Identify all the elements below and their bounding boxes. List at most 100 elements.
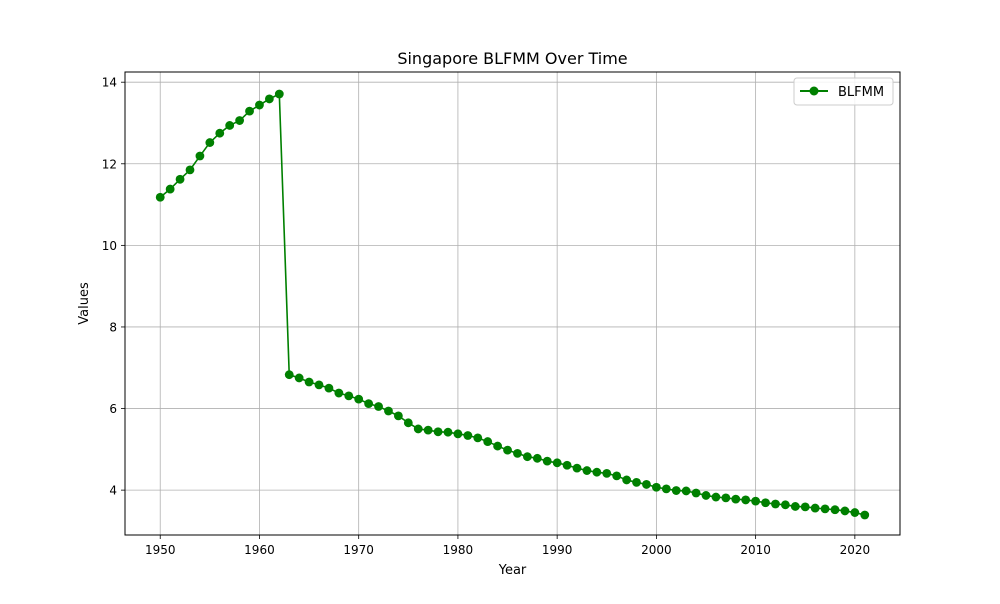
x-tick-label: 1950 <box>145 543 176 557</box>
data-point <box>860 510 870 520</box>
x-tick-label: 2020 <box>840 543 871 557</box>
data-point <box>274 89 284 99</box>
y-tick-label: 8 <box>109 320 117 334</box>
data-point <box>741 495 751 505</box>
data-point <box>671 486 681 495</box>
legend-marker-sample <box>809 86 819 96</box>
data-point <box>334 388 344 398</box>
data-point <box>483 437 493 446</box>
data-point <box>284 370 294 380</box>
data-point <box>721 493 731 503</box>
data-point <box>612 471 622 481</box>
data-point <box>255 100 264 110</box>
x-tick-label: 1970 <box>343 543 374 557</box>
y-tick-label: 12 <box>102 157 117 171</box>
y-axis-label: Values <box>77 282 92 325</box>
data-point <box>542 456 552 466</box>
series-layer <box>155 89 870 520</box>
data-point <box>701 491 711 500</box>
data-point <box>651 482 661 492</box>
data-point <box>562 460 572 470</box>
data-point <box>731 494 741 504</box>
data-point <box>622 475 632 485</box>
data-point <box>642 480 651 489</box>
data-point <box>473 433 483 443</box>
data-point <box>582 466 592 475</box>
data-point <box>493 441 503 451</box>
data-point <box>453 429 463 439</box>
legend: BLFMM <box>793 77 894 106</box>
data-point <box>850 508 860 517</box>
grid <box>125 72 900 535</box>
data-point <box>294 373 304 383</box>
x-tick-label: 2010 <box>740 543 771 557</box>
data-point <box>790 502 800 511</box>
legend-label: BLFMM <box>838 85 884 100</box>
y-tick-label: 14 <box>102 76 117 90</box>
data-point <box>393 411 403 421</box>
data-point <box>761 498 770 508</box>
data-point <box>592 467 602 477</box>
data-point <box>175 174 185 184</box>
plot-area-frame <box>124 71 901 536</box>
data-point <box>245 106 254 116</box>
data-point <box>374 402 383 411</box>
data-point <box>364 399 374 409</box>
data-point <box>235 116 245 125</box>
data-point <box>215 128 225 138</box>
y-tick-label: 4 <box>109 484 117 498</box>
legend-box <box>793 77 894 106</box>
data-point <box>314 380 324 390</box>
data-point <box>751 496 761 506</box>
data-point <box>384 406 393 416</box>
x-tick-label: 1990 <box>542 543 573 557</box>
data-point <box>423 425 433 435</box>
data-point <box>810 503 820 513</box>
data-point <box>344 391 354 401</box>
data-point <box>503 445 512 455</box>
data-point <box>522 452 532 462</box>
data-point <box>820 504 830 514</box>
data-point <box>771 499 780 509</box>
data-point <box>443 427 453 437</box>
data-point <box>463 431 473 440</box>
data-point <box>532 453 542 463</box>
data-point <box>552 458 562 468</box>
data-point <box>691 488 701 498</box>
data-point <box>711 492 721 502</box>
data-point <box>602 469 612 478</box>
data-point <box>513 449 522 458</box>
data-point <box>304 377 314 387</box>
data-point <box>324 383 334 393</box>
data-point <box>830 505 840 515</box>
data-point <box>264 94 274 104</box>
data-point <box>780 500 790 510</box>
data-point <box>225 121 235 130</box>
data-point <box>185 165 195 175</box>
x-tick-label: 1960 <box>244 543 275 557</box>
data-point <box>165 184 175 194</box>
data-point <box>681 486 691 496</box>
data-point <box>840 506 850 516</box>
data-point <box>205 138 215 147</box>
x-tick-label: 2000 <box>641 543 672 557</box>
y-tick-label: 10 <box>102 239 117 253</box>
data-point <box>632 477 641 487</box>
data-point <box>433 427 443 437</box>
y-axis-ticks: 4 6 8 10 12 14 <box>102 76 125 498</box>
data-point <box>354 394 364 404</box>
data-point <box>661 484 671 494</box>
x-axis-label: Year <box>498 563 527 578</box>
x-tick-label: 1980 <box>443 543 474 557</box>
chart-title: Singapore BLFMM Over Time <box>397 49 627 68</box>
data-point <box>800 502 810 512</box>
data-point <box>195 151 205 161</box>
data-point <box>155 192 165 202</box>
data-point <box>413 424 423 434</box>
data-point <box>403 418 413 428</box>
x-axis-ticks: 1950 1960 1970 1980 1990 2000 2010 2020 <box>145 535 870 557</box>
data-point <box>572 463 582 473</box>
y-tick-label: 6 <box>109 402 117 416</box>
